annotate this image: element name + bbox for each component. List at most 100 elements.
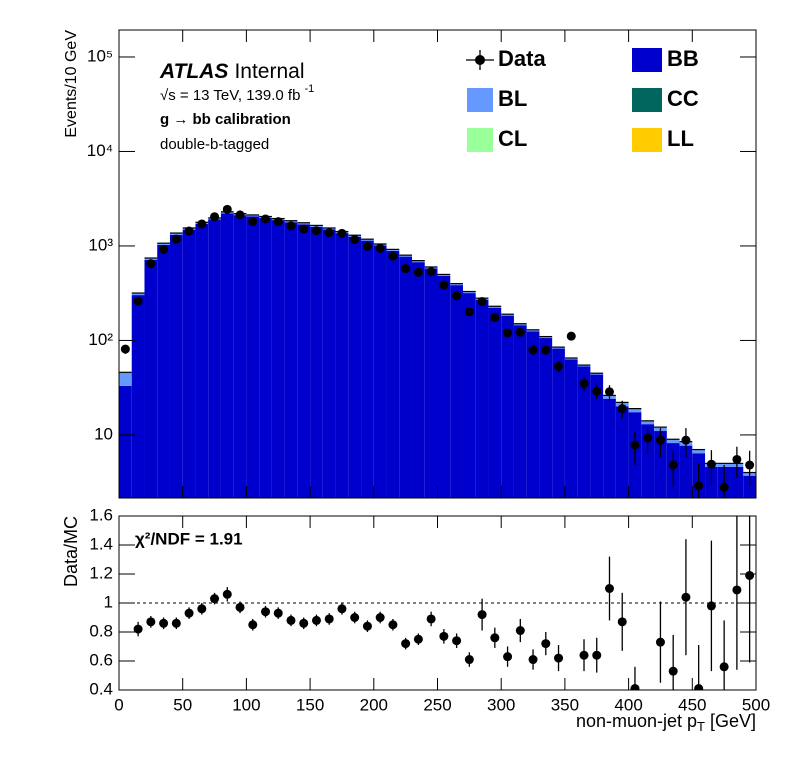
legend-label: LL xyxy=(667,126,694,151)
ratio-point xyxy=(452,636,462,646)
stack-bar xyxy=(335,233,349,498)
ratio-point xyxy=(477,610,487,620)
data-point xyxy=(197,219,207,229)
data-point xyxy=(337,228,347,238)
stack-bar xyxy=(131,295,145,498)
ratio-point xyxy=(706,601,716,611)
ratio-point xyxy=(503,652,513,662)
data-point xyxy=(630,440,640,450)
ratio-point xyxy=(375,613,385,622)
data-point xyxy=(604,387,614,397)
ratio-point xyxy=(210,594,220,604)
stack-bar xyxy=(590,373,604,375)
stack-bar xyxy=(526,331,540,498)
ratio-point xyxy=(604,584,614,593)
data-point xyxy=(706,459,716,469)
y-tick-label: 0.4 xyxy=(89,679,113,698)
ratio-point xyxy=(719,662,729,672)
stack-bar xyxy=(361,240,374,498)
ratio-point xyxy=(311,615,321,625)
ratio-point xyxy=(668,666,678,676)
stack-bar xyxy=(271,220,285,498)
ratio-point xyxy=(745,570,755,580)
data-point xyxy=(261,214,271,224)
x-tick-label: 250 xyxy=(423,695,451,714)
ratio-point xyxy=(732,585,742,595)
stack-bar xyxy=(131,293,145,296)
data-point xyxy=(120,344,130,354)
stack-bar xyxy=(246,216,260,498)
ratio-point xyxy=(630,684,640,690)
stack-bar xyxy=(322,229,336,498)
legend-swatch xyxy=(632,48,662,72)
stack-bar xyxy=(501,314,514,316)
data-point xyxy=(286,221,296,231)
ratio-frame xyxy=(118,515,757,691)
ratio-point xyxy=(515,626,525,636)
stack-bar xyxy=(462,291,476,294)
ratio-point xyxy=(541,639,551,649)
ratio-point xyxy=(592,650,602,660)
legend-label: BB xyxy=(667,46,699,71)
stack-bar xyxy=(119,385,132,498)
stack-bar xyxy=(475,299,489,498)
stack-bar xyxy=(284,222,298,498)
stack-bar xyxy=(666,439,680,444)
legend-label: CL xyxy=(498,126,527,151)
stack-bar xyxy=(539,336,553,339)
stack-bar xyxy=(310,226,323,498)
selection-label: g → bb calibration xyxy=(160,111,291,128)
legend-label: BL xyxy=(498,86,527,111)
ratio-point xyxy=(401,639,411,649)
stack-bar xyxy=(386,250,400,498)
data-point xyxy=(413,267,423,277)
stack-bar xyxy=(692,449,706,454)
y-tick-label: 1.4 xyxy=(89,534,113,553)
y-tick-label: 10³ xyxy=(88,235,113,254)
ratio-point xyxy=(222,589,232,599)
stack-bar xyxy=(488,306,502,308)
ratio-point xyxy=(490,633,500,643)
data-point xyxy=(235,210,245,220)
x-tick-label: 350 xyxy=(551,695,579,714)
ratio-plot xyxy=(119,516,756,690)
stack-bar xyxy=(552,348,565,498)
ratio-point xyxy=(426,614,436,624)
data-point xyxy=(541,345,551,355)
data-point xyxy=(311,226,321,236)
energy-label: √s = 13 TeV, 139.0 fb -1 xyxy=(160,83,314,104)
data-point xyxy=(426,267,436,277)
y-tick-label: 10² xyxy=(88,330,113,349)
data-point xyxy=(362,241,372,251)
data-point xyxy=(133,296,143,306)
ratio-point xyxy=(324,614,334,624)
stack-bar xyxy=(412,260,425,263)
stack-bar xyxy=(169,233,183,235)
data-point xyxy=(579,379,589,389)
x-label-after: [GeV] xyxy=(705,711,756,731)
energy-sup: -1 xyxy=(304,83,314,95)
stack-bar xyxy=(144,258,158,260)
experiment: ATLAS xyxy=(159,60,228,83)
stack-bar xyxy=(399,256,413,498)
data-point xyxy=(375,243,385,253)
stack-bar xyxy=(513,325,527,498)
data-point xyxy=(388,251,398,261)
ratio-point xyxy=(261,607,271,617)
stack-bar xyxy=(437,275,451,498)
status: Internal xyxy=(234,60,304,83)
x-label-sub: T xyxy=(697,719,705,734)
axes: Data BB BL CC CL LL 10 10² 10³ 10⁴ 10⁵ 0.4 0.6 0.8 1 1.… xyxy=(87,30,770,714)
stack-bar xyxy=(412,262,425,498)
stack-bar xyxy=(297,223,311,225)
data-point xyxy=(452,291,462,301)
ratio-point xyxy=(286,615,296,625)
y-axis-label: Events/10 GeV xyxy=(63,30,80,138)
ratio-point xyxy=(362,621,372,631)
data-point xyxy=(617,404,627,414)
legend-swatch xyxy=(467,88,493,112)
stack-bar xyxy=(641,424,655,498)
stack-bar xyxy=(399,255,413,257)
ratio-point xyxy=(694,684,704,690)
